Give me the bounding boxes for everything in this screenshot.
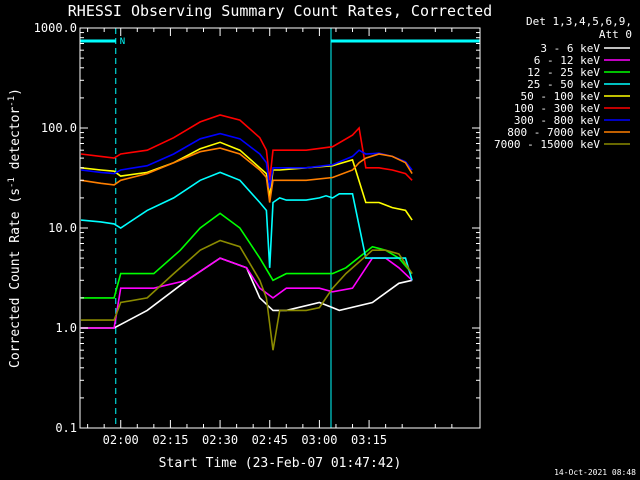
legend-label-1: 3 - 6 keV [540, 42, 600, 55]
y-tick-label-4: 1.0 [55, 321, 77, 335]
legend-header-line1: Det 1,3,4,5,6,9, [526, 15, 632, 28]
y-axis-label-mid: detector [8, 107, 23, 178]
series-line-1 [81, 257, 413, 329]
series-line-5 [80, 141, 413, 221]
y-axis-label-sup2: -1 [7, 96, 17, 107]
series-line-9 [81, 239, 413, 351]
y-axis-label-end: ) [8, 88, 23, 96]
x-tick-label-2: 02:15 [152, 433, 188, 447]
legend-header-line2: Att 0 [599, 28, 632, 41]
x-tick-label-1: 02:00 [103, 433, 139, 447]
plot-area: N [79, 28, 481, 428]
y-tick-label-2: 100.0 [41, 121, 77, 135]
series-line-4 [80, 171, 413, 281]
x-tick-label-3: 02:30 [202, 433, 238, 447]
x-tick-label-5: 03:00 [301, 433, 337, 447]
series-line-3 [81, 212, 413, 299]
y-tick-label-3: 10.0 [48, 221, 77, 235]
y-tick-label-1: 1000.0 [34, 21, 77, 35]
x-tick-label-4: 02:45 [252, 433, 288, 447]
series-line-6 [80, 114, 413, 181]
legend-label-5: 50 - 100 keV [521, 90, 601, 103]
plot-frame [79, 27, 481, 429]
legend-label-7: 300 - 800 keV [514, 114, 600, 127]
footer-timestamp: 14-Oct-2021 08:48 [554, 468, 636, 477]
x-tick-label-6: 03:15 [351, 433, 387, 447]
series-line-2 [81, 257, 413, 329]
x-axis-label: Start Time (23-Feb-07 01:47:42) [159, 456, 402, 471]
x-axis: 02:00 02:15 02:30 02:45 03:00 03:15 [87, 28, 453, 447]
y-axis-label-sup1: -1 [7, 177, 17, 188]
series-line-7 [80, 132, 413, 189]
series-line-8 [80, 147, 413, 203]
legend-label-6: 100 - 300 keV [514, 102, 600, 115]
night-flag-label: N [120, 37, 125, 47]
y-axis: 1000.0 100.0 10.0 1.0 0.1 [34, 21, 480, 435]
chart-title: RHESSI Observing Summary Count Rates, Co… [68, 2, 492, 20]
legend-label-4: 25 - 50 keV [527, 78, 600, 91]
y-axis-label: Corrected Count Rate (s-1 detector-1) [7, 88, 23, 368]
legend-label-3: 12 - 25 keV [527, 66, 600, 79]
y-axis-label-main: Corrected Count Rate (s [8, 188, 23, 368]
y-tick-label-5: 0.1 [55, 421, 77, 435]
legend-label-9: 7000 - 15000 keV [494, 138, 600, 151]
legend-label-8: 800 - 7000 keV [507, 126, 600, 139]
legend-label-2: 6 - 12 keV [534, 54, 601, 67]
